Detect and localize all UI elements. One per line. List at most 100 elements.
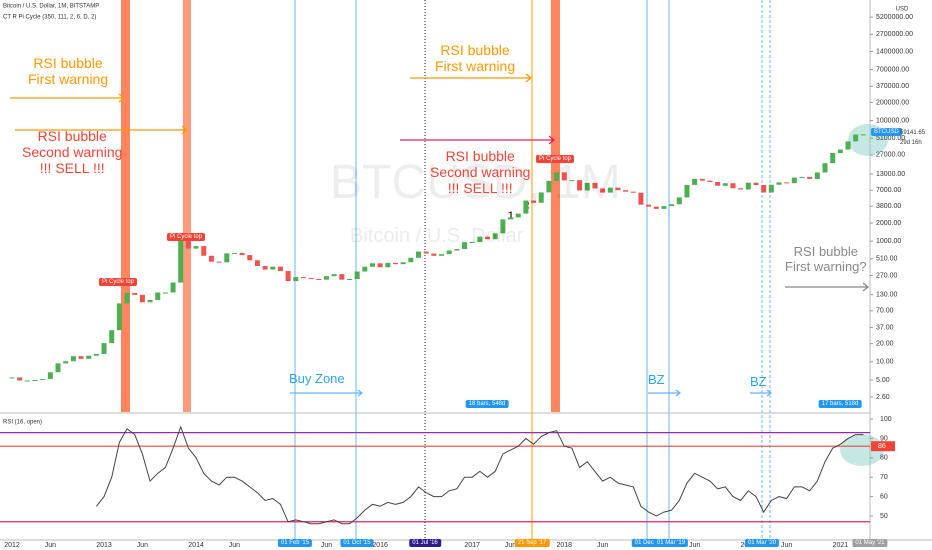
candle bbox=[155, 292, 161, 300]
candle bbox=[431, 253, 437, 256]
candle bbox=[837, 149, 843, 154]
y-tick-label: 1000.00 bbox=[876, 238, 901, 245]
candle bbox=[239, 252, 245, 256]
candle bbox=[416, 251, 422, 258]
rsi-line bbox=[95, 425, 864, 525]
date-label: 01 Dec '18 bbox=[631, 539, 667, 547]
arrows bbox=[10, 73, 870, 397]
arrow bbox=[400, 135, 556, 145]
candle bbox=[47, 372, 53, 379]
candle bbox=[661, 206, 667, 209]
date-label: 01 Feb '15 bbox=[277, 539, 313, 547]
y-tick-label: 70.00 bbox=[876, 308, 894, 315]
x-tick-label: 2014 bbox=[188, 542, 204, 549]
y-tick-label: 5200000.00 bbox=[876, 14, 913, 21]
candle bbox=[600, 188, 606, 193]
candle bbox=[822, 163, 828, 173]
candle bbox=[393, 262, 398, 265]
candle bbox=[247, 255, 253, 261]
y-tick-label: 2.60 bbox=[876, 394, 890, 401]
candle bbox=[508, 217, 514, 220]
arrow bbox=[10, 93, 126, 103]
date-label: 21 Sep '17 bbox=[514, 539, 550, 547]
candle bbox=[584, 182, 590, 191]
candle bbox=[124, 292, 130, 304]
y-tick-label: 80 bbox=[880, 455, 888, 462]
candle bbox=[423, 251, 429, 254]
x-tick-label: Jun bbox=[597, 542, 608, 549]
candle bbox=[692, 178, 698, 185]
arrow bbox=[785, 282, 870, 292]
candle bbox=[607, 187, 613, 193]
candle bbox=[646, 204, 652, 207]
candle bbox=[730, 183, 736, 189]
price-symbol: BTCUSD bbox=[871, 128, 902, 136]
header-title: Bitcoin / U.S. Dollar, 1M, BITSTAMP bbox=[3, 4, 99, 10]
candle bbox=[860, 134, 866, 136]
y-tick-label: 3800.00 bbox=[876, 203, 901, 210]
candle bbox=[254, 260, 260, 266]
watermark: BTCUSD, 1M bbox=[330, 156, 621, 209]
arrow bbox=[290, 389, 364, 397]
x-tick-label: 2012 bbox=[4, 542, 20, 549]
candle bbox=[354, 271, 360, 280]
candle bbox=[707, 180, 713, 182]
pi-cycle-label: Pi Cycle top bbox=[166, 233, 206, 241]
candle bbox=[362, 266, 368, 272]
candle bbox=[178, 236, 184, 283]
candle bbox=[346, 279, 352, 281]
y-tick-label: 200000.00 bbox=[876, 99, 909, 106]
y-tick-label: 370000.00 bbox=[876, 83, 909, 90]
x-tick-label: 2021 bbox=[833, 542, 849, 549]
candle bbox=[830, 153, 836, 164]
level-label: 86 bbox=[878, 443, 886, 450]
bubble-band bbox=[121, 0, 130, 412]
candle bbox=[446, 250, 452, 255]
y-tick-label: 20.00 bbox=[876, 340, 894, 347]
y-tick-label: 510.00 bbox=[876, 256, 898, 263]
candle bbox=[554, 172, 560, 181]
candle bbox=[477, 236, 483, 242]
candle bbox=[776, 182, 782, 185]
candle bbox=[70, 356, 76, 362]
candle bbox=[577, 180, 583, 191]
candle bbox=[132, 292, 138, 295]
candle bbox=[109, 330, 115, 344]
watermark-sub: Bitcoin / U.S. Dollar bbox=[350, 225, 524, 247]
candle bbox=[86, 355, 92, 359]
candle bbox=[684, 184, 690, 198]
x-tick-label: Jun bbox=[321, 542, 332, 549]
candle bbox=[492, 233, 498, 240]
y-tick-label: 270.00 bbox=[876, 272, 898, 279]
candle bbox=[623, 190, 629, 192]
candle bbox=[285, 271, 291, 282]
candle bbox=[531, 200, 537, 203]
candle bbox=[653, 206, 659, 209]
candle bbox=[231, 252, 237, 254]
candle bbox=[538, 192, 544, 203]
y-tick-label: 7000.00 bbox=[876, 187, 901, 194]
candle bbox=[55, 363, 61, 373]
candle bbox=[515, 213, 521, 218]
candle bbox=[761, 184, 767, 193]
candle bbox=[630, 191, 636, 193]
y-tick-label: 10.00 bbox=[876, 359, 894, 366]
candle bbox=[845, 141, 851, 150]
candle bbox=[63, 361, 69, 364]
candle bbox=[853, 134, 859, 142]
candle bbox=[768, 184, 774, 193]
candle bbox=[270, 266, 276, 270]
x-tick-label: 2013 bbox=[96, 542, 112, 549]
annotation: RSI bubble First warning? bbox=[785, 244, 867, 274]
candle bbox=[24, 380, 30, 382]
y-tick-label: 50 bbox=[880, 513, 888, 520]
candle bbox=[469, 241, 475, 243]
candle bbox=[615, 187, 621, 191]
y-tick-label: 90 bbox=[880, 435, 888, 442]
bubble-band bbox=[183, 0, 191, 412]
candle bbox=[9, 377, 15, 379]
annotation: RSI bubble Second warning !!! SELL !!! bbox=[22, 128, 123, 177]
candle bbox=[638, 192, 644, 205]
candle bbox=[93, 353, 99, 356]
